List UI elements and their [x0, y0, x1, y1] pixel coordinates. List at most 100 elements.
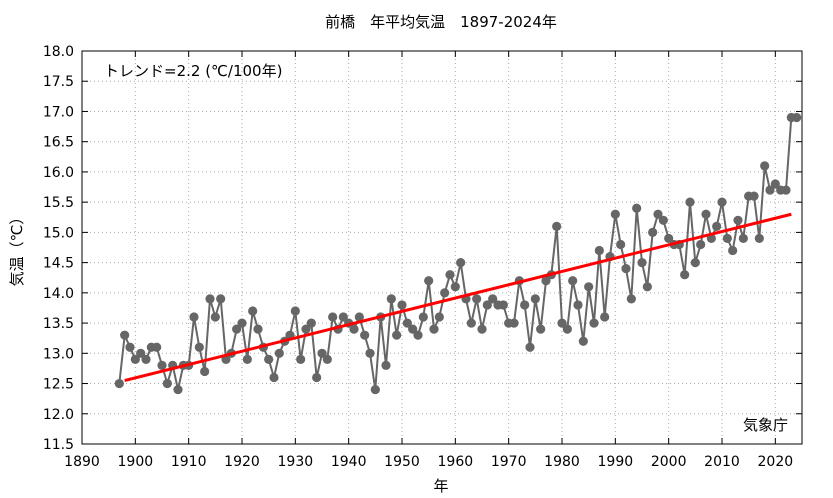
x-tick-label: 2020	[758, 454, 794, 470]
y-tick-label: 17.0	[43, 104, 74, 120]
data-point	[653, 209, 663, 219]
y-tick-label: 14.0	[43, 286, 74, 302]
data-point	[130, 354, 140, 364]
data-point	[754, 233, 764, 244]
data-point	[642, 282, 652, 292]
data-point	[466, 318, 476, 328]
x-tick-label: 2000	[651, 454, 687, 470]
data-point	[621, 264, 631, 274]
data-point	[370, 384, 380, 395]
source-label: 気象庁	[743, 416, 788, 434]
data-point	[578, 336, 588, 346]
data-point	[173, 384, 183, 395]
data-point	[584, 282, 594, 292]
data-point	[530, 294, 540, 304]
data-point	[488, 294, 498, 304]
data-point	[408, 324, 418, 334]
data-point	[312, 372, 322, 383]
data-point	[552, 221, 562, 231]
data-point	[690, 258, 700, 268]
data-point	[440, 288, 450, 298]
y-tick-label: 14.5	[43, 256, 74, 272]
data-point	[509, 318, 519, 328]
y-tick-label: 13.5	[43, 316, 74, 332]
data-point	[413, 330, 423, 340]
data-point	[450, 282, 460, 292]
y-tick-label: 12.0	[43, 407, 74, 423]
x-tick-label: 1990	[598, 454, 634, 470]
trend-layer	[124, 212, 792, 382]
chart-title: 前橋 年平均気温 1897-2024年	[325, 13, 557, 31]
data-point	[696, 239, 706, 250]
data-point	[237, 318, 247, 328]
data-point	[482, 300, 492, 310]
data-point	[680, 270, 690, 280]
data-point	[733, 215, 743, 225]
x-tick-label: 1900	[118, 454, 154, 470]
data-point	[424, 276, 434, 286]
data-point	[216, 294, 226, 304]
data-point	[557, 318, 567, 328]
series-line	[118, 116, 797, 390]
data-point	[418, 312, 428, 322]
y-axis: 11.5 12.0 12.5 13.0 13.5 14.0 14.5 15.0 15.5 16.0…	[43, 44, 802, 453]
data-point	[792, 112, 802, 123]
data-point	[365, 348, 375, 358]
data-point	[392, 330, 402, 340]
x-tick-label: 1920	[224, 454, 260, 470]
data-point	[568, 276, 578, 286]
data-point	[722, 233, 732, 244]
data-point	[658, 215, 668, 225]
data-point	[541, 276, 551, 286]
data-point	[274, 348, 284, 358]
trend-line	[124, 212, 792, 382]
data-point	[264, 354, 274, 364]
data-point	[760, 161, 770, 171]
data-point	[402, 318, 412, 328]
data-point	[152, 342, 162, 352]
data-point	[472, 294, 482, 304]
y-tick-label: 16.0	[43, 165, 74, 181]
data-point	[136, 348, 146, 358]
data-point	[354, 312, 364, 322]
y-tick-label: 12.5	[43, 377, 74, 393]
data-point	[322, 354, 332, 364]
data-point	[162, 378, 172, 389]
data-point	[685, 197, 695, 207]
data-point	[600, 312, 610, 322]
plot-frame	[81, 50, 803, 445]
x-tick-label: 1960	[438, 454, 474, 470]
y-tick-label: 15.0	[43, 225, 74, 241]
x-tick-label: 1940	[331, 454, 367, 470]
series-layer	[114, 112, 802, 395]
data-point	[498, 300, 508, 310]
y-tick-label: 13.0	[43, 346, 74, 362]
data-point	[477, 324, 487, 334]
data-point	[306, 318, 316, 328]
data-point	[434, 312, 444, 322]
data-point	[381, 360, 391, 370]
data-point	[269, 372, 279, 383]
data-point	[594, 245, 604, 256]
data-point	[765, 185, 775, 195]
data-point	[456, 258, 466, 268]
data-point	[338, 312, 348, 322]
data-point	[562, 324, 572, 334]
x-tick-label: 1970	[491, 454, 527, 470]
data-point	[290, 306, 300, 316]
y-axis-label: 気温（℃）	[8, 210, 26, 287]
data-point	[296, 354, 306, 364]
y-tick-label: 16.5	[43, 135, 74, 151]
y-tick-label: 15.5	[43, 195, 74, 211]
data-point	[200, 366, 210, 377]
data-point	[157, 360, 167, 370]
data-point	[610, 209, 620, 219]
data-point	[301, 324, 311, 334]
data-point	[360, 330, 370, 340]
data-point	[194, 342, 204, 352]
x-axis-label: 年	[433, 477, 448, 495]
data-point	[120, 330, 130, 340]
trend-label: トレンド=2.2 (℃/100年)	[104, 62, 282, 80]
data-point	[626, 294, 636, 304]
